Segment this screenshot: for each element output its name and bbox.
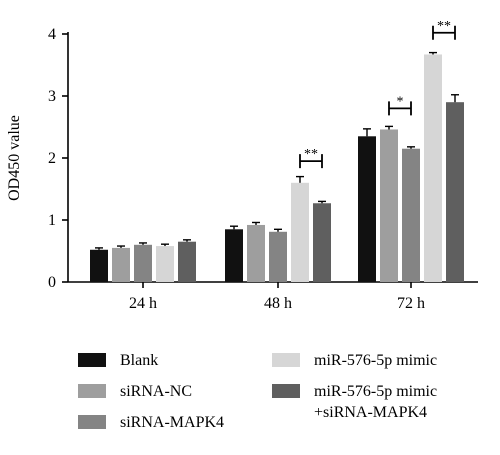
x-tick-label: 72 h: [397, 295, 425, 312]
legend-label: siRNA-NC: [120, 383, 192, 400]
legend-label: miR-576-5p mimic +siRNA-MAPK4: [314, 383, 437, 421]
legend-swatch: [272, 384, 300, 398]
legend-label: Blank: [120, 352, 158, 369]
significance-label: *: [397, 94, 404, 109]
legend: Blank siRNA-NC siRNA-MAPK4 miR-576-5p mimic…: [78, 352, 437, 431]
legend-swatch: [78, 353, 106, 367]
bar: [313, 203, 331, 282]
bar: [178, 241, 196, 282]
bar: [291, 182, 309, 282]
bar: [446, 102, 464, 282]
legend-swatch: [272, 353, 300, 367]
legend-swatch: [78, 384, 106, 398]
y-axis-label: OD450 value: [6, 115, 23, 201]
bar: [358, 136, 376, 282]
y-tick-label: 2: [48, 150, 56, 167]
legend-item: miR-576-5p mimic: [272, 352, 437, 369]
x-tick-label: 24 h: [129, 295, 157, 312]
legend-item: siRNA-MAPK4: [78, 414, 224, 431]
significance-bracket: [299, 154, 323, 169]
bar: [225, 229, 243, 282]
significance-label: **: [437, 19, 451, 34]
legend-item: Blank: [78, 352, 158, 369]
significance-annotations: *****: [299, 19, 456, 169]
bar: [90, 249, 108, 282]
bar: [112, 247, 130, 282]
bar: [269, 231, 287, 282]
legend-item: miR-576-5p mimic +siRNA-MAPK4: [272, 383, 437, 421]
y-tick-label: 4: [48, 26, 56, 43]
x-tick-label: 48 h: [264, 295, 292, 312]
significance-bracket: [388, 101, 412, 116]
significance-label: **: [304, 147, 318, 162]
bar: [156, 246, 174, 282]
bar: [424, 54, 442, 283]
y-tick-label: 0: [48, 274, 56, 291]
legend-swatch: [78, 415, 106, 429]
bar: [380, 129, 398, 282]
bar: [402, 148, 420, 282]
significance-bracket: [432, 25, 456, 40]
bar: [134, 244, 152, 282]
y-tick-label: 3: [48, 88, 56, 105]
y-tick-label: 1: [48, 212, 56, 229]
legend-label: miR-576-5p mimic: [314, 352, 437, 369]
bars: [90, 51, 464, 283]
bar: [247, 224, 265, 282]
legend-label: siRNA-MAPK4: [120, 414, 224, 431]
legend-item: siRNA-NC: [78, 383, 192, 400]
